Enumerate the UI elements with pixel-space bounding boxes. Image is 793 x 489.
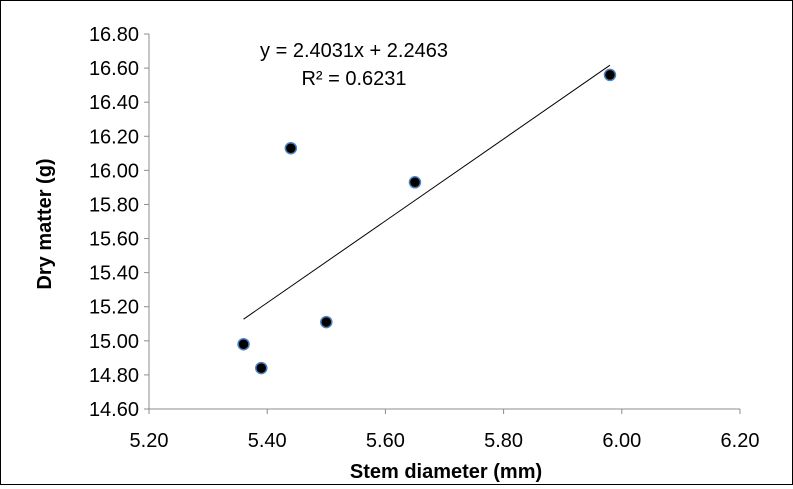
y-tick-label: 16.80: [89, 24, 139, 46]
y-tick-label: 16.40: [89, 92, 139, 114]
x-tick-label: 6.00: [602, 430, 641, 452]
data-point: [255, 361, 268, 375]
y-tick-label: 14.80: [89, 365, 139, 387]
y-tick-label: 15.00: [89, 331, 139, 353]
chart-axes: [148, 34, 740, 410]
data-point: [603, 68, 617, 82]
data-point: [237, 337, 250, 351]
data-point: [284, 141, 298, 155]
data-point: [320, 315, 333, 329]
y-tick-label: 15.80: [89, 194, 139, 216]
trendline-equation: y = 2.4031x + 2.2463: [260, 40, 448, 62]
y-tick-label: 16.60: [89, 58, 139, 80]
y-tick-label: 16.20: [89, 126, 139, 148]
y-axis-title: Dry matter (g): [34, 158, 56, 289]
x-tick-label: 5.40: [248, 430, 287, 452]
y-tick-group: 14.60 14.80 15.00 15.20 15.40 15.60 15.80 16.00…: [89, 24, 149, 421]
y-tick-label: 16.00: [89, 160, 139, 182]
data-point: [408, 176, 422, 189]
x-axis-title: Stem diameter (mm): [350, 461, 542, 483]
x-tick-label: 5.20: [130, 430, 169, 452]
trendline: [243, 64, 611, 320]
y-tick-label: 15.60: [89, 229, 139, 251]
y-tick-label: 15.40: [89, 263, 139, 285]
x-tick-label: 6.20: [721, 430, 760, 452]
data-points: [237, 68, 617, 375]
r-squared-label: R² = 0.6231: [301, 68, 406, 90]
y-tick-label: 15.20: [89, 297, 139, 319]
y-tick-label: 14.60: [89, 399, 139, 421]
x-tick-label: 5.80: [484, 430, 523, 452]
x-tick-group: 5.20 5.40 5.60 5.80 6.00 6.20: [130, 409, 760, 452]
trendline-group: [243, 64, 611, 320]
x-tick-label: 5.60: [366, 430, 405, 452]
